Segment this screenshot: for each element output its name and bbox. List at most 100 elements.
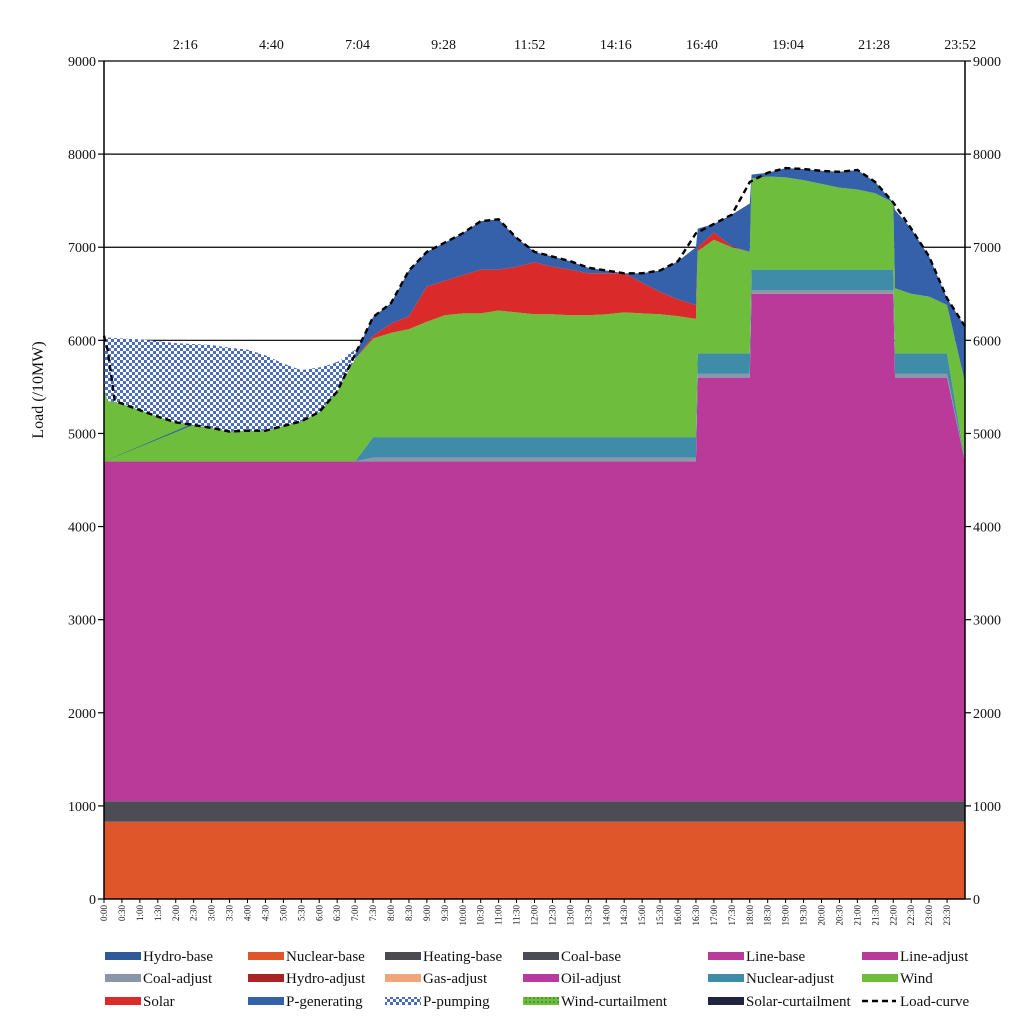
legend-label: Line-base (746, 949, 805, 965)
x-tick-label: 7:30 (368, 905, 378, 922)
x-tick-label: 1:30 (153, 905, 163, 922)
legend-label: P-pumping (423, 994, 490, 1010)
x-tick-label: 9:30 (440, 905, 450, 922)
legend-item-p-generating: P-generating (248, 994, 363, 1010)
legend-swatch-nuclear-adjust (708, 974, 744, 982)
y-tick-label-right: 8000 (973, 148, 1001, 163)
x-tick-label: 1:00 (135, 905, 145, 922)
x-tick-label: 8:00 (386, 905, 396, 922)
legend-item-hydro-adjust: Hydro-adjust (248, 971, 366, 987)
legend-label: Load-curve (900, 994, 969, 1010)
x-tick-label: 18:30 (763, 905, 773, 926)
legend-item-wind: Wind (862, 971, 933, 987)
legend-label: Wind (900, 971, 933, 987)
y-tick-label-right: 0 (973, 893, 980, 908)
legend-item-coal-base: Coal-base (523, 949, 621, 965)
x-tick-label: 6:30 (332, 905, 342, 922)
load-curve-layer (102, 166, 967, 433)
legend-item-hydro-base: Hydro-base (105, 949, 213, 965)
y-tick-label-left: 2000 (68, 707, 96, 722)
x-tick-label: 4:30 (260, 905, 270, 922)
x-tick-label: 11:00 (494, 905, 504, 926)
x-tick-label: 13:30 (583, 905, 593, 926)
y-tick-label-right: 1000 (973, 800, 1001, 815)
legend-swatch-gas-adjust (385, 974, 421, 982)
legend-item-solar: Solar (105, 994, 175, 1010)
y-tick-label-right: 5000 (973, 427, 1001, 442)
area-nuclear-adjust (104, 269, 965, 462)
legend-swatch-solar-curtailment (708, 997, 744, 1005)
legend-item-oil-adjust: Oil-adjust (523, 971, 622, 987)
top-axis-label: 23:52 (944, 38, 976, 53)
legend-label: Wind-curtailment (561, 994, 668, 1010)
y-tick-label-left: 0 (89, 893, 96, 908)
x-tick-label: 19:30 (799, 905, 809, 926)
x-tick-label: 12:00 (530, 905, 540, 926)
x-tick-label: 22:30 (906, 905, 916, 926)
x-tick-label: 3:00 (207, 905, 217, 922)
legend-label: Coal-base (561, 949, 621, 965)
area-p-generating (104, 168, 965, 462)
legend: Hydro-base Nuclear-base Heating-base Coal-b… (105, 949, 969, 1010)
y-tick-label-right: 2000 (973, 707, 1001, 722)
legend-label: Solar-curtailment (746, 994, 851, 1010)
legend-item-load-curve: Load-curve (862, 994, 969, 1010)
area-line-base (104, 293, 965, 802)
legend-swatch-wind (862, 974, 898, 982)
y-tick-label-right: 6000 (973, 334, 1001, 349)
legend-label: Hydro-base (143, 949, 213, 965)
x-tick-label: 20:00 (817, 905, 827, 926)
x-tick-label: 3:30 (225, 905, 235, 922)
x-tick-label: 14:30 (619, 905, 629, 926)
y-tick-label-left: 3000 (68, 614, 96, 629)
x-tick-label: 14:00 (601, 905, 611, 926)
legend-item-nuclear-base: Nuclear-base (248, 949, 365, 965)
legend-label: Coal-adjust (143, 971, 213, 987)
x-tick-label: 17:30 (727, 905, 737, 926)
top-axis-label: 19:04 (772, 38, 804, 53)
y-tick-label-right: 7000 (973, 241, 1001, 256)
x-tick-label: 15:00 (637, 905, 647, 926)
y-axis-label: Load (/10MW) (30, 341, 47, 438)
x-tick-label: 0:00 (99, 905, 109, 922)
x-tick-label: 15:30 (655, 905, 665, 926)
legend-swatch-line-base (708, 952, 744, 960)
legend-item-coal-adjust: Coal-adjust (105, 971, 213, 987)
legend-swatch-heating-base (385, 952, 421, 960)
legend-label: Oil-adjust (561, 971, 622, 987)
legend-swatch-solar (105, 997, 141, 1005)
legend-label: Hydro-adjust (286, 971, 366, 987)
legend-swatch-hydro-adjust (248, 974, 284, 982)
legend-swatch-coal-base (523, 952, 559, 960)
x-tick-label: 13:00 (565, 905, 575, 926)
y-tick-label-left: 7000 (68, 241, 96, 256)
top-axis-label: 14:16 (600, 38, 632, 53)
legend-label: Nuclear-base (286, 949, 365, 965)
x-tick-label: 21:30 (870, 905, 880, 926)
x-tick-label: 22:00 (888, 905, 898, 926)
x-tick-label: 23:00 (924, 905, 934, 926)
y-tick-label-right: 4000 (973, 521, 1001, 536)
x-tick-label: 2:30 (189, 905, 199, 922)
top-axis-label: 9:28 (431, 38, 456, 53)
legend-swatch-line-adjust (862, 952, 898, 960)
area-wind (104, 176, 965, 462)
y-tick-label-left: 1000 (68, 800, 96, 815)
y-tick-label-right: 9000 (973, 55, 1001, 70)
x-tick-label: 5:00 (278, 905, 288, 922)
x-tick-label: 17:00 (709, 905, 719, 926)
top-axis-label: 2:16 (173, 38, 198, 53)
stacked-areas (104, 168, 965, 899)
legend-swatch-coal-adjust (105, 974, 141, 982)
top-axis-label: 7:04 (345, 38, 370, 53)
axes: 0 0 1000 1000 2000 2000 3000 3000 4000 4000 5000 50… (68, 38, 1001, 926)
x-tick-label: 7:00 (350, 905, 360, 922)
legend-item-heating-base: Heating-base (385, 949, 502, 965)
legend-label: Heating-base (423, 949, 502, 965)
y-tick-label-right: 3000 (973, 614, 1001, 629)
x-tick-label: 12:30 (547, 905, 557, 926)
legend-item-line-adjust: Line-adjust (862, 949, 969, 965)
top-axis-label: 16:40 (686, 38, 718, 53)
legend-item-line-base: Line-base (708, 949, 805, 965)
